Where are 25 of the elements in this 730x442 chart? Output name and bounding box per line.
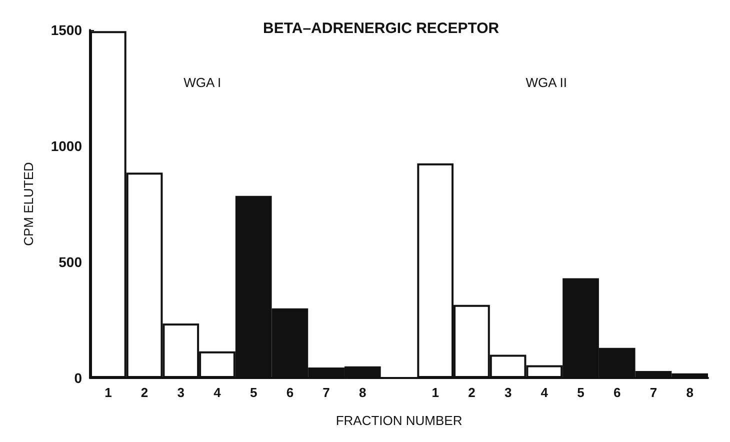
annotation: WGA II	[526, 75, 567, 90]
x-tick-label: 6	[286, 385, 294, 400]
x-tick-label: 6	[614, 385, 621, 400]
x-axis-title: FRACTION NUMBER	[336, 413, 462, 428]
y-tick-label: 1500	[50, 22, 82, 38]
x-tick-label: 8	[359, 385, 366, 400]
y-tick-label: 0	[74, 370, 82, 386]
x-tick-label: 5	[577, 385, 584, 400]
annotation: WGA I	[184, 75, 222, 90]
y-axis-title: CPM ELUTED	[21, 162, 36, 246]
x-tick-label: 1	[432, 385, 439, 400]
x-tick-label: 4	[540, 385, 549, 400]
y-tick-label: 500	[58, 254, 82, 270]
x-tick-label: 8	[686, 385, 694, 400]
x-tick-label: 3	[177, 385, 184, 400]
x-tick-label: 7	[322, 385, 330, 400]
x-tick-label: 7	[650, 385, 658, 400]
x-tick-label: 5	[250, 385, 258, 400]
y-tick-label: 1000	[50, 138, 82, 154]
chart-title: BETA–ADRENERGIC RECEPTOR	[263, 20, 500, 37]
x-tick-label: 4	[214, 385, 222, 400]
x-tick-label: 2	[468, 385, 476, 400]
x-tick-label: 1	[104, 385, 112, 400]
x-tick-label: 3	[504, 385, 512, 400]
x-tick-label: 2	[140, 385, 148, 400]
